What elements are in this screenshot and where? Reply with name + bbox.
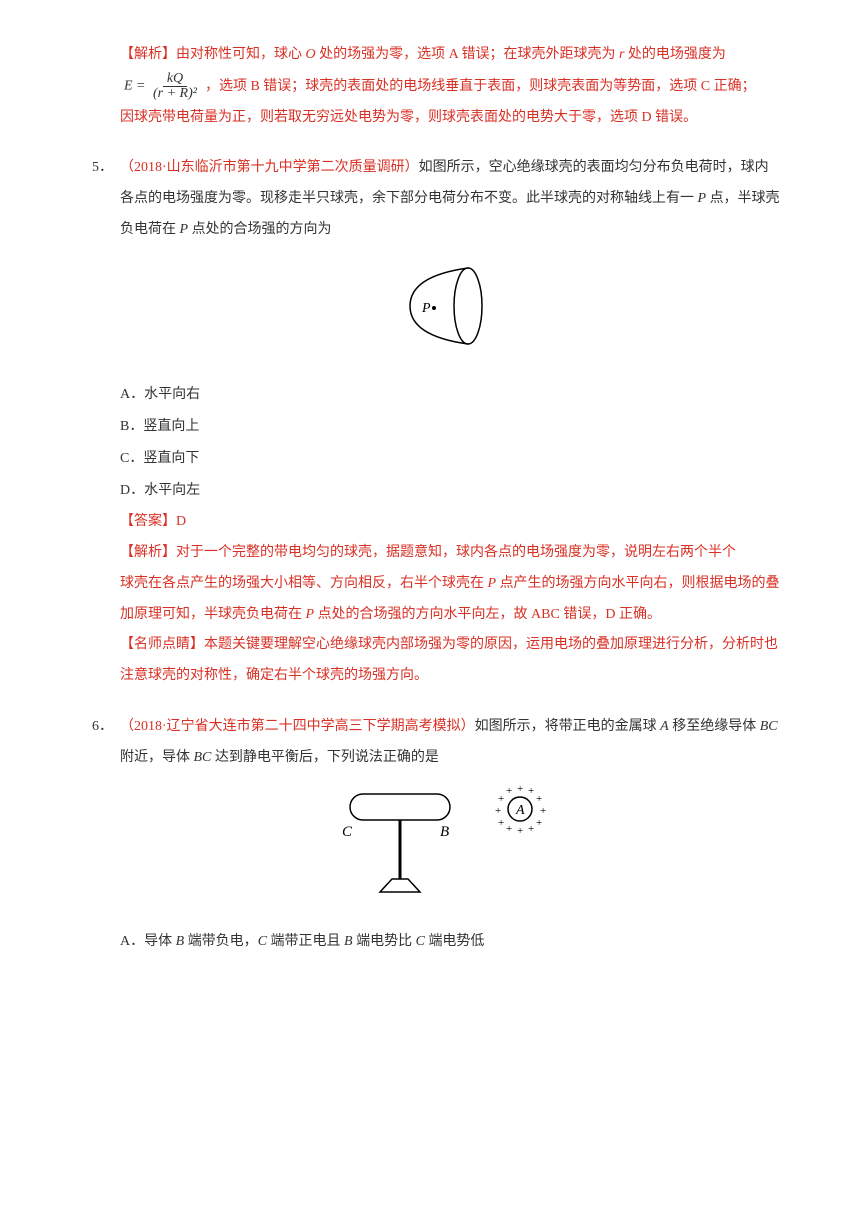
q5-analysis-label: 【解析】	[120, 545, 176, 560]
question-6: 6．（2018·辽宁省大连市第二十四中学高三下学期高考模拟）如图所示，将带正电的…	[120, 712, 780, 959]
svg-text:+: +	[498, 793, 504, 805]
q5-tip-label: 【名师点睛】	[120, 637, 204, 652]
analysis-4: 【解析】由对称性可知，球心 O 处的场强为零，选项 A 错误；在球壳外距球壳为 …	[120, 40, 780, 133]
svg-text:+: +	[528, 785, 534, 797]
svg-text:+: +	[540, 805, 546, 817]
diagram-conductor: C B A + + + + + + + + + + + +	[120, 784, 780, 917]
q5-source: （2018·山东临沂市第十九中学第二次质量调研）	[120, 160, 419, 175]
svg-text:+: +	[528, 823, 534, 835]
svg-text:C: C	[342, 824, 353, 840]
q5-option-b: B．竖直向上	[120, 411, 780, 443]
svg-text:+: +	[506, 823, 512, 835]
q5-answer: D	[176, 514, 186, 529]
q6-options: A．导体 B 端带负电，C 端带正电且 B 端电势比 C 端电势低	[120, 926, 780, 958]
svg-text:+: +	[495, 805, 501, 817]
q5-option-c: C．竖直向下	[120, 443, 780, 475]
svg-text:P: P	[421, 301, 431, 316]
svg-text:+: +	[517, 825, 523, 837]
diagram-hemisphere: P	[120, 256, 780, 369]
svg-text:+: +	[517, 784, 523, 795]
svg-text:B: B	[440, 824, 449, 840]
svg-text:+: +	[506, 785, 512, 797]
q5-option-d: D．水平向左	[120, 475, 780, 507]
question-5: 5．（2018·山东临沂市第十九中学第二次质量调研）如图所示，空心绝缘球壳的表面…	[120, 153, 780, 692]
svg-text:+: +	[536, 793, 542, 805]
q5-answer-label: 【答案】	[120, 514, 176, 529]
q5-number: 5．	[92, 153, 120, 184]
q6-number: 6．	[92, 712, 120, 743]
q5-options: A．水平向右 B．竖直向上 C．竖直向下 D．水平向左	[120, 379, 780, 508]
q6-option-a: A．导体 B 端带负电，C 端带正电且 B 端电势比 C 端电势低	[120, 926, 780, 958]
svg-text:+: +	[536, 817, 542, 829]
formula-E: E = kQ (r + R)²	[124, 71, 201, 102]
svg-text:+: +	[498, 817, 504, 829]
analysis-label: 【解析】	[120, 47, 176, 62]
q5-option-a: A．水平向右	[120, 379, 780, 411]
q6-source: （2018·辽宁省大连市第二十四中学高三下学期高考模拟）	[120, 719, 475, 734]
svg-text:A: A	[515, 803, 525, 818]
